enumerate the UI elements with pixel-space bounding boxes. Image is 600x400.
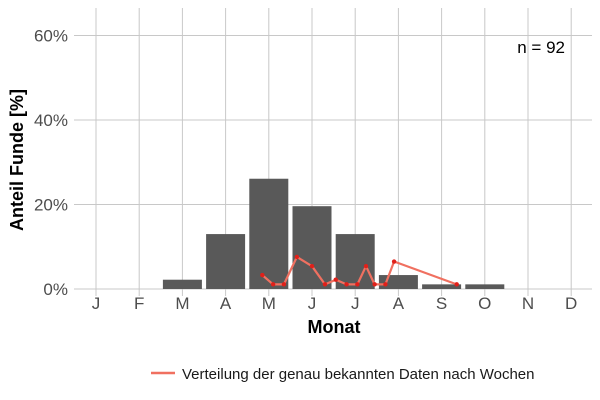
line-point [363, 263, 369, 269]
line-point [309, 263, 315, 269]
line-point [391, 259, 397, 264]
y-tick-label: 20% [34, 196, 68, 215]
line-point [372, 282, 377, 287]
line-point [333, 277, 338, 282]
y-tick-label: 40% [34, 111, 68, 130]
x-tick-label: M [262, 294, 276, 313]
bar [162, 279, 202, 289]
x-axis-title: Monat [308, 317, 361, 337]
x-tick-label: M [175, 294, 189, 313]
bar [292, 206, 332, 289]
bar [378, 275, 418, 289]
x-tick-label: A [393, 294, 405, 313]
line-point [294, 254, 300, 260]
x-tick-label: S [436, 294, 447, 313]
tick-labels: 0% 20% 40% 60% J F M A M J J A S O N D [34, 27, 577, 314]
y-tick-label: 60% [34, 27, 68, 46]
bar [465, 284, 505, 289]
y-axis-title: Anteil Funde [%] [7, 89, 27, 231]
x-tick-label: J [351, 294, 360, 313]
line-point [454, 282, 459, 287]
x-tick-label: D [565, 294, 577, 313]
line-point [344, 282, 349, 287]
line-point [383, 282, 388, 287]
bar [249, 178, 289, 289]
x-tick-label: A [220, 294, 232, 313]
x-tick-label: J [92, 294, 101, 313]
legend-label: Verteilung der genau bekannten Daten nac… [182, 366, 535, 383]
line-point [322, 282, 328, 287]
bar [206, 234, 246, 289]
annotation-n: n = 92 [517, 38, 565, 57]
bar [422, 284, 462, 289]
bars [162, 178, 505, 289]
line-point [260, 272, 265, 278]
legend: Verteilung der genau bekannten Daten nac… [151, 366, 535, 383]
line-series [260, 254, 459, 287]
x-tick-label: J [308, 294, 317, 313]
grid [74, 8, 592, 296]
line-point [281, 282, 287, 287]
x-tick-label: N [522, 294, 534, 313]
line-point [355, 282, 360, 287]
x-tick-label: F [134, 294, 144, 313]
bar [335, 234, 375, 289]
y-tick-label: 0% [43, 280, 68, 299]
line-point [270, 282, 276, 287]
x-tick-label: O [478, 294, 491, 313]
